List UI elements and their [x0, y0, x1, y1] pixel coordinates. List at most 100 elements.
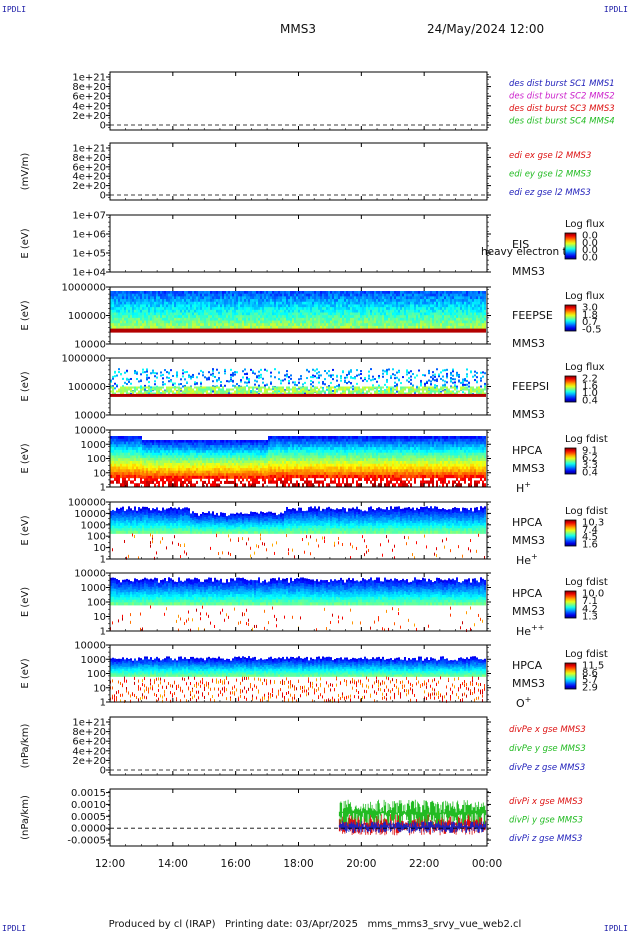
spectrogram-cell — [198, 372, 200, 375]
spectrogram-cell — [200, 325, 202, 330]
spectrogram-cell — [404, 299, 406, 303]
spectrogram-cell — [136, 323, 138, 327]
spectrogram-cell — [364, 325, 366, 330]
spectrogram-cell — [146, 323, 148, 327]
spectrogram-cell — [330, 317, 332, 322]
spectrogram-cell — [136, 293, 138, 297]
spectrogram-cell — [248, 293, 250, 297]
spectrogram-cell — [154, 315, 156, 319]
spectrogram-cell — [244, 293, 246, 297]
spectrogram-band — [478, 328, 480, 333]
spectrogram-cell — [150, 312, 152, 316]
spectrogram-band — [282, 328, 284, 333]
spectrogram-band — [270, 328, 272, 333]
spectrogram-cell — [142, 368, 144, 371]
spectrogram-cell — [362, 390, 364, 393]
spectrogram-cell — [348, 380, 350, 383]
spectrogram-cell — [368, 390, 370, 393]
spectrogram-cell — [286, 320, 288, 324]
spectrogram-cell — [324, 315, 326, 319]
spectrogram-cell — [182, 301, 184, 305]
spectrogram-cell — [264, 390, 266, 393]
y-tick-label: 2e+20 — [72, 181, 106, 192]
spectrogram-cell — [384, 296, 386, 300]
spectrogram-cell — [358, 291, 360, 295]
spectrogram-cell — [322, 390, 324, 393]
spectrogram-cell — [198, 307, 200, 311]
spectrogram-cell — [348, 320, 350, 324]
spectrogram-band — [216, 393, 218, 397]
spectrogram-cell — [406, 325, 408, 330]
spectrogram-cell — [268, 315, 270, 319]
spectrogram-band — [264, 328, 266, 333]
spectrogram-band — [278, 393, 280, 397]
spectrogram-cell — [146, 325, 148, 330]
spectrogram-cell — [314, 291, 316, 295]
spectrogram-band — [468, 393, 470, 397]
spectrogram-cell — [384, 307, 386, 311]
spectrogram-cell — [270, 299, 272, 303]
spectrogram-cell — [326, 388, 328, 391]
spectrogram-cell — [154, 383, 156, 386]
spectrogram-cell — [162, 381, 164, 384]
spectrogram-cell — [126, 301, 128, 305]
spectrogram-cell — [286, 304, 288, 308]
spectrogram-band — [270, 393, 272, 397]
spectrogram-cell — [410, 304, 412, 308]
spectrogram-cell — [474, 390, 476, 393]
spectrogram-band — [210, 328, 212, 333]
spectrogram-cell — [186, 291, 188, 295]
spectrogram-cell — [130, 480, 132, 484]
spectrogram-cell — [208, 376, 210, 379]
spectrogram-cell — [178, 320, 180, 324]
spectrogram-cell — [162, 323, 164, 327]
spectrogram-cell — [146, 378, 148, 381]
spectrogram-cell — [120, 373, 122, 376]
spectrogram-cell — [344, 293, 346, 297]
spectrogram-cell — [402, 390, 404, 393]
spectrogram-cell — [218, 291, 220, 295]
spectrogram-cell — [324, 301, 326, 305]
spectrogram-cell — [352, 304, 354, 308]
spectrogram-cell — [196, 376, 198, 379]
spectrogram-cell — [202, 386, 204, 389]
datetime-title: 24/May/2024 12:00 — [427, 22, 545, 36]
spectrogram-cell — [276, 299, 278, 303]
spectrogram-cell — [334, 386, 336, 389]
spectrogram-cell — [476, 380, 478, 383]
spectrogram-cell — [202, 309, 204, 313]
spectrogram-cell — [370, 293, 372, 297]
spectrogram-cell — [350, 376, 352, 379]
spectrogram-cell — [278, 371, 280, 374]
spectrogram-cell — [378, 291, 380, 295]
spectrogram-cell — [238, 304, 240, 308]
spectrogram-cell — [248, 304, 250, 308]
spectrogram-cell — [208, 315, 210, 319]
spectrogram-cell — [452, 370, 454, 373]
spectrogram-cell — [466, 388, 468, 391]
spectrogram-band — [224, 393, 226, 397]
spectrogram-cell — [338, 293, 340, 297]
spectrogram-cell — [144, 325, 146, 330]
spectrogram-cell — [172, 390, 174, 393]
spectrogram-cell — [166, 388, 168, 391]
spectrogram-cell — [304, 390, 306, 393]
spectrogram-cell — [308, 390, 310, 393]
spectrogram-cell — [248, 390, 250, 393]
spectrogram-cell — [304, 381, 306, 384]
spectrogram-cell — [144, 299, 146, 303]
spectrogram-band — [224, 328, 226, 333]
spectrogram-cell — [384, 323, 386, 327]
spectrogram-cell — [346, 376, 348, 379]
spectrogram-cell — [240, 299, 242, 303]
spectrogram-cell — [320, 293, 322, 297]
spectrogram-cell — [266, 325, 268, 330]
spectrogram-cell — [350, 325, 352, 330]
spectrogram-cell — [278, 323, 280, 327]
spectrogram-cell — [382, 320, 384, 324]
spectrogram-cell — [404, 307, 406, 311]
spectrogram-cell — [130, 301, 132, 305]
spectrogram-cell — [470, 370, 472, 373]
spectrogram-cell — [396, 293, 398, 297]
spectrogram-cell — [242, 315, 244, 319]
